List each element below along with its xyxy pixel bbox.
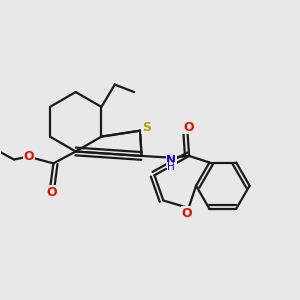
Text: O: O (23, 150, 34, 163)
Text: N: N (166, 154, 176, 167)
Text: H: H (167, 162, 175, 172)
Text: O: O (46, 186, 57, 199)
Text: S: S (142, 121, 151, 134)
Text: O: O (182, 207, 193, 220)
Text: O: O (183, 121, 194, 134)
